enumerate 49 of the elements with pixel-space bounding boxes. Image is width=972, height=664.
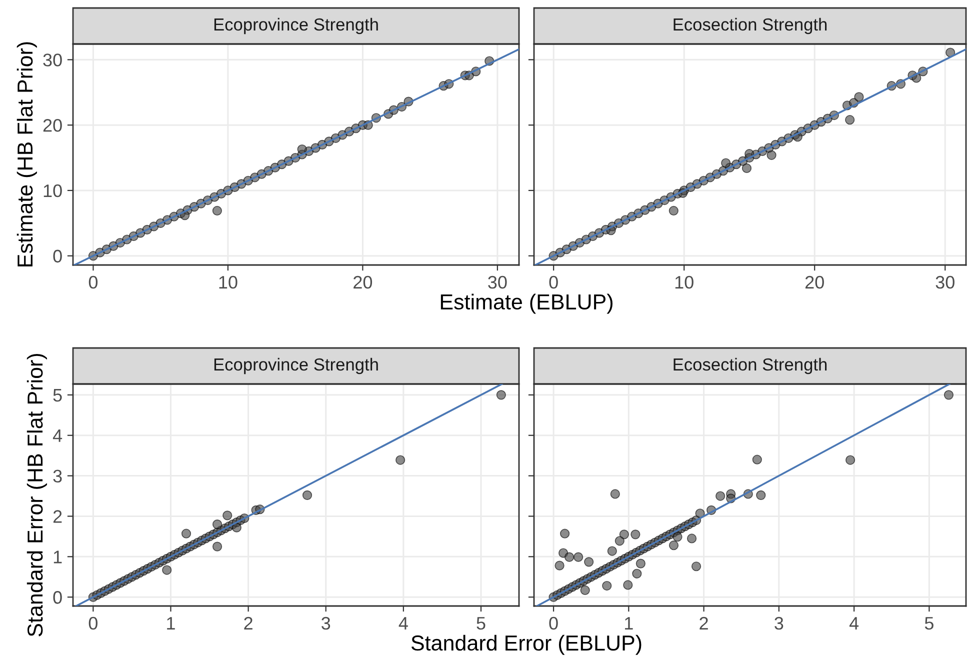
chart-title: Ecoprovince Strength: [214, 358, 378, 374]
x-tick-label: 10: [675, 276, 694, 289]
y-tick-label: 1: [54, 550, 62, 564]
y-axis-title: Standard Error (HB Flat Prior): [26, 354, 47, 636]
point: [232, 522, 242, 532]
x-tick-label: 10: [219, 276, 238, 289]
x-tick-label: 0: [88, 276, 98, 289]
point: [212, 206, 222, 216]
y-tick-label: 30: [43, 54, 62, 66]
y-tick-label: 20: [43, 119, 62, 132]
x-tick-label: 30: [936, 276, 954, 289]
x-tick-label: 2: [700, 616, 708, 630]
point: [396, 455, 406, 465]
x-tick-label: 1: [167, 617, 175, 630]
point: [496, 390, 506, 400]
point: [297, 144, 307, 154]
x-tick-label: 0: [88, 616, 98, 630]
point: [222, 510, 232, 520]
x-axis-title: Estimate (EBLUP): [440, 294, 612, 314]
x-tick-label: 0: [549, 616, 558, 630]
x-tick-label: 3: [774, 616, 784, 630]
x-tick-label: 1: [625, 617, 633, 630]
chart-title: Ecosection Strength: [674, 358, 827, 374]
y-tick-label: 3: [53, 470, 62, 483]
x-tick-label: 4: [398, 617, 408, 630]
x-tick-label: 5: [924, 617, 934, 630]
chart-title: Ecosection Strength: [674, 18, 827, 34]
point: [302, 490, 312, 500]
x-tick-label: 30: [488, 276, 507, 289]
y-tick-label: 10: [44, 184, 62, 198]
x-tick-label: 0: [549, 276, 558, 289]
point: [162, 565, 172, 575]
point: [212, 520, 222, 530]
y-tick-label: 0: [53, 250, 62, 263]
y-tick-label: 0: [53, 591, 62, 604]
x-tick-label: 3: [322, 616, 330, 630]
y-tick-label: 5: [53, 389, 62, 402]
y-tick-label: 2: [53, 510, 62, 523]
chart-title: Ecoprovince Strength: [214, 18, 378, 34]
x-tick-label: 5: [476, 617, 486, 630]
x-axis-title: Standard Error (EBLUP): [411, 634, 642, 655]
point: [181, 528, 192, 538]
x-tick-label: 20: [354, 276, 372, 289]
x-tick-label: 4: [849, 617, 859, 630]
y-tick-label: 4: [52, 429, 62, 442]
point: [212, 542, 222, 552]
y-axis-title: Estimate (HB Flat Prior): [16, 42, 37, 266]
x-tick-label: 20: [805, 276, 824, 289]
x-tick-label: 2: [244, 616, 252, 630]
